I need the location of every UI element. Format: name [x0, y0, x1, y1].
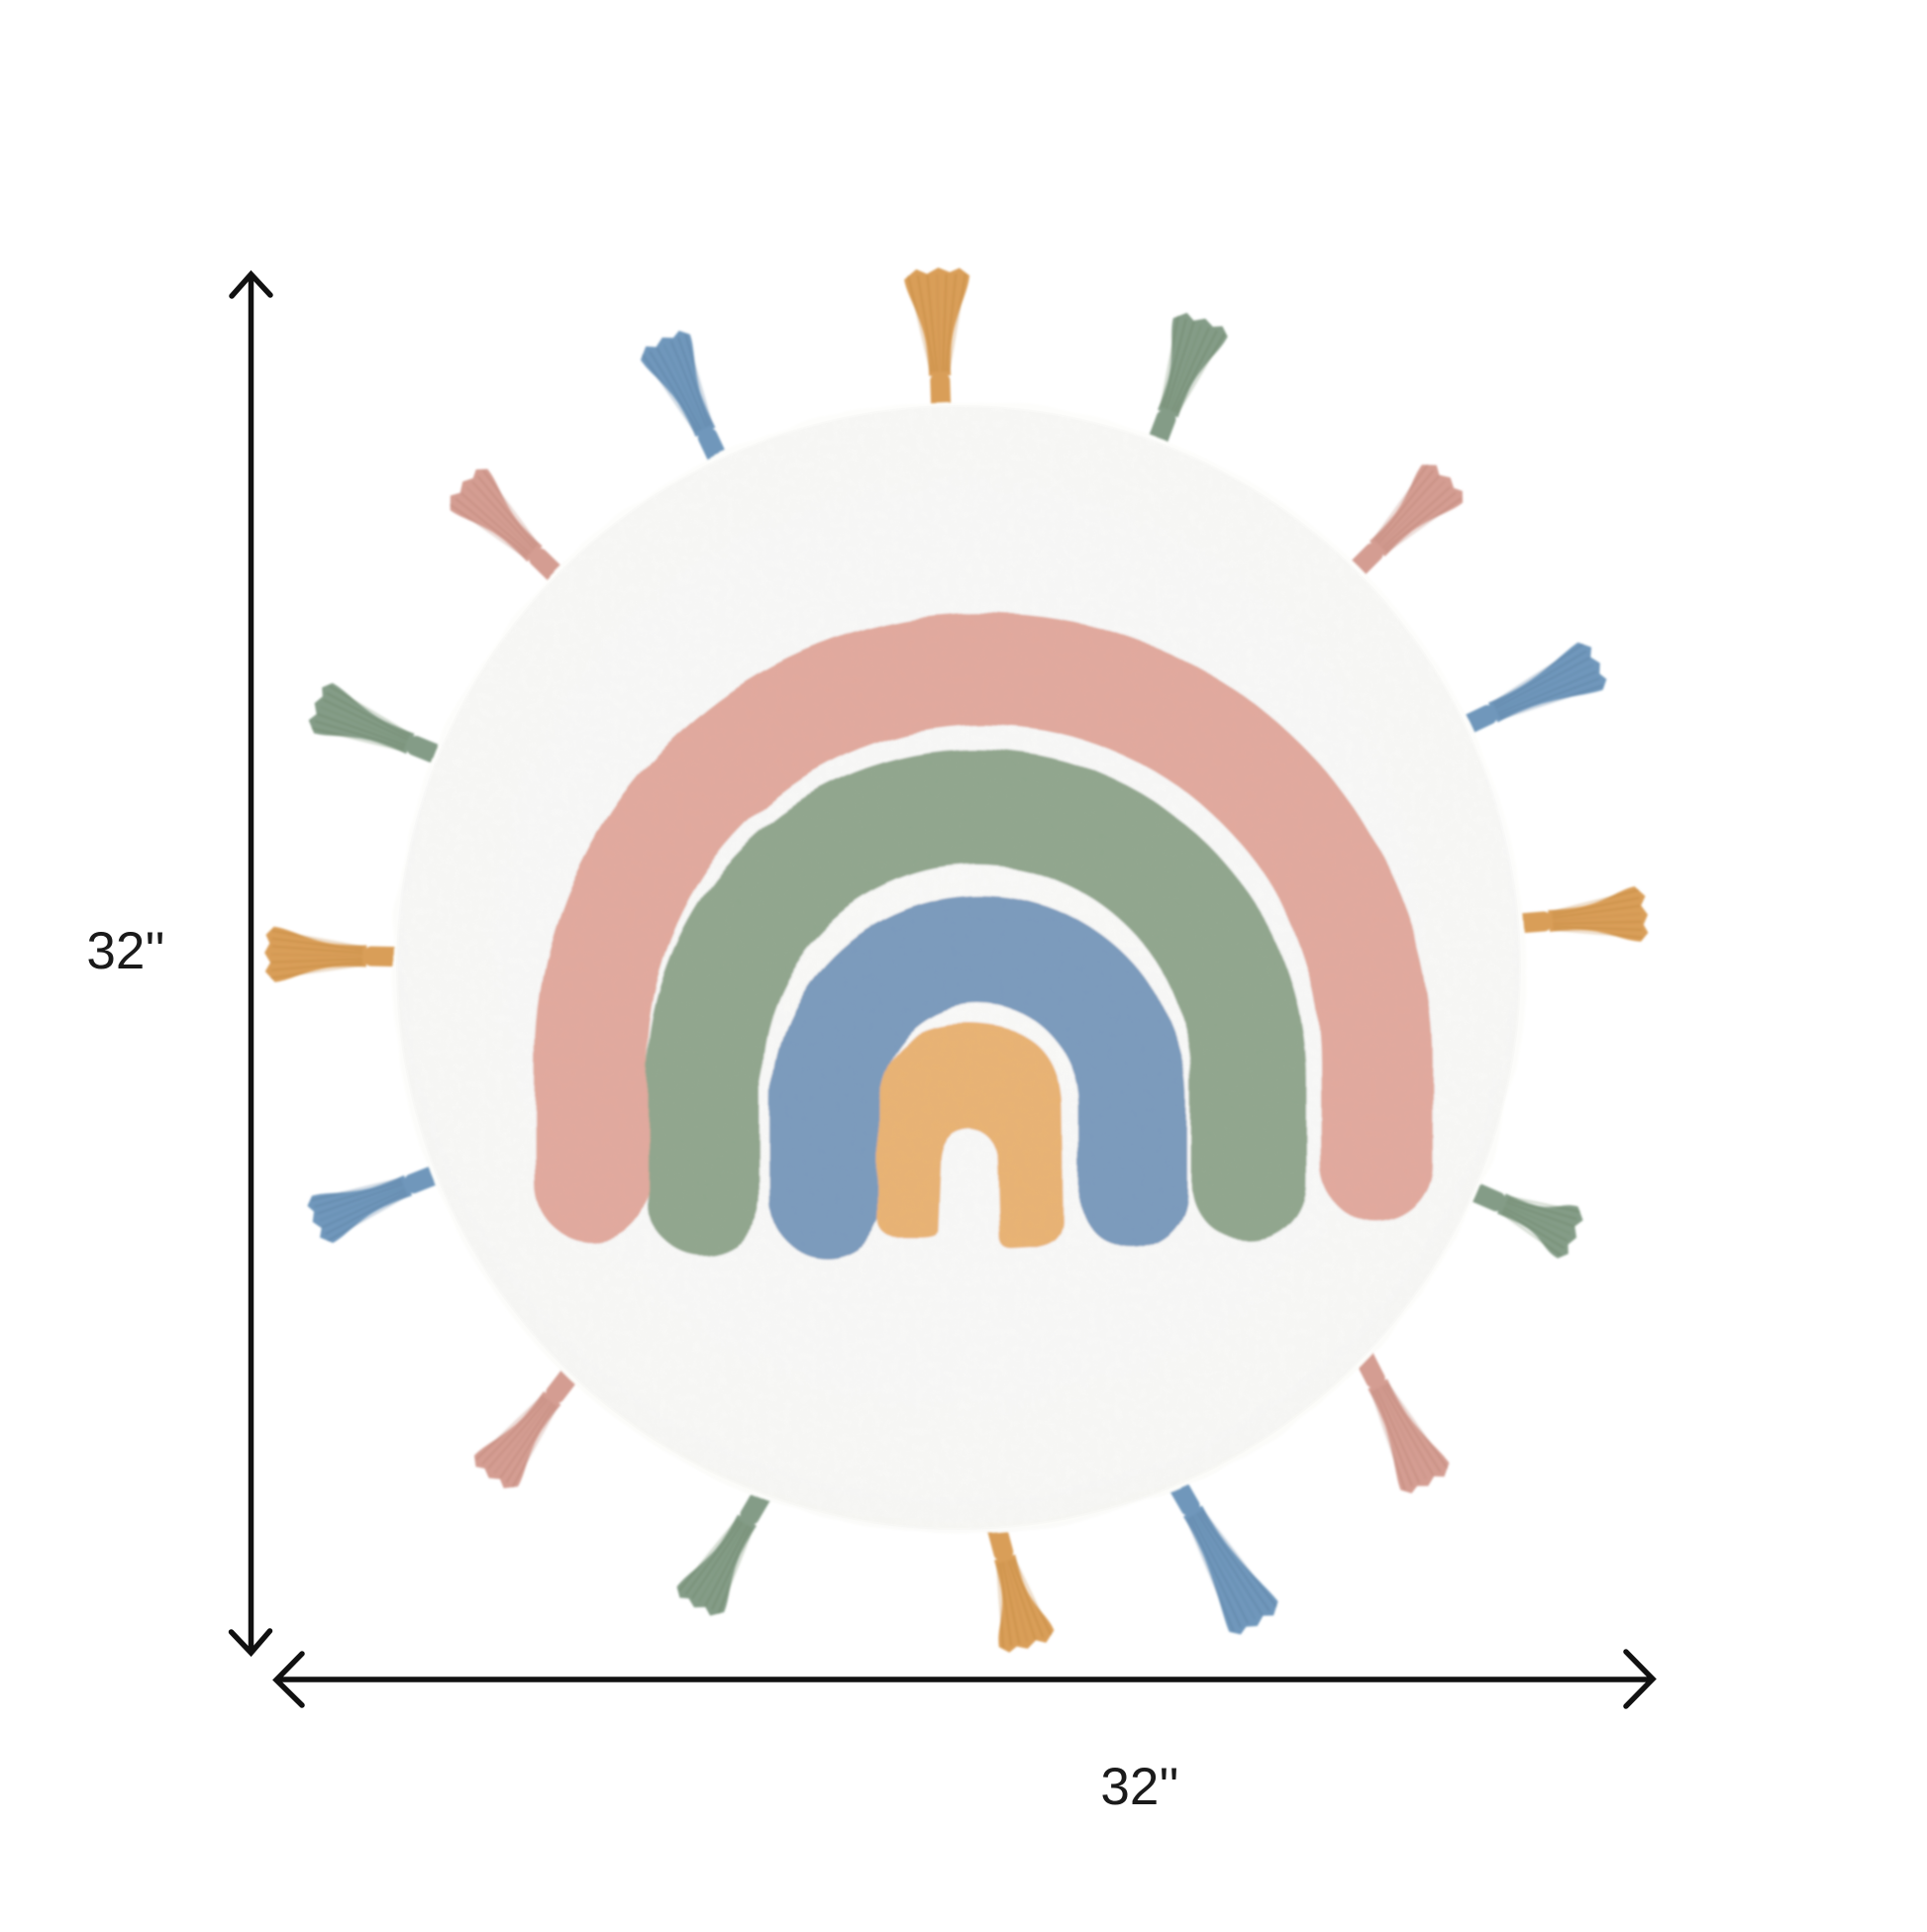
- svg-text:32'': 32'': [1100, 1758, 1178, 1816]
- svg-text:32'': 32'': [86, 922, 164, 980]
